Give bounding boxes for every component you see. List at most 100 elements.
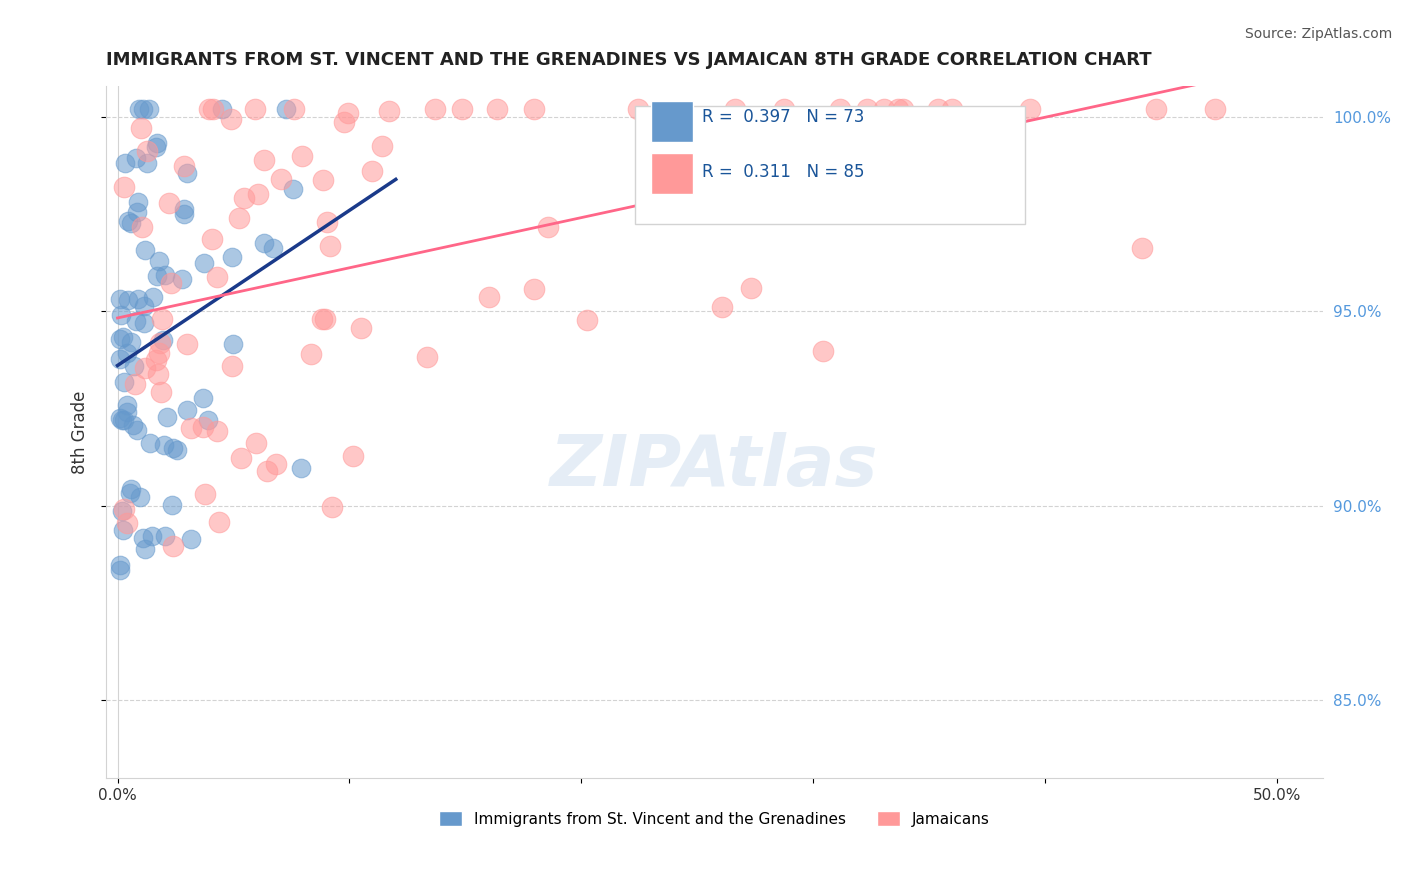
Point <box>710 300 733 314</box>
Point <box>117 405 139 419</box>
Point <box>523 102 546 116</box>
Point <box>229 450 252 465</box>
Point <box>855 102 877 116</box>
Point <box>108 411 131 425</box>
Point <box>342 449 364 463</box>
Point <box>132 102 155 116</box>
Point <box>485 102 508 116</box>
Point <box>134 542 156 557</box>
Point <box>274 102 297 116</box>
Point <box>138 436 160 450</box>
Legend: Immigrants from St. Vincent and the Grenadines, Jamaicans: Immigrants from St. Vincent and the Gren… <box>433 805 995 833</box>
Point <box>664 195 686 210</box>
Point <box>872 102 894 116</box>
Point <box>150 311 173 326</box>
Point <box>122 359 145 374</box>
Point <box>314 312 336 326</box>
Point <box>117 293 139 307</box>
Point <box>132 532 155 546</box>
Point <box>193 256 215 270</box>
Point <box>136 144 159 158</box>
Point <box>173 207 195 221</box>
Point <box>222 337 245 351</box>
Point <box>124 377 146 392</box>
Point <box>160 498 183 512</box>
Point <box>173 159 195 173</box>
Point <box>478 290 501 304</box>
Point <box>1018 102 1040 116</box>
Point <box>773 102 796 116</box>
Point <box>134 243 156 257</box>
Point <box>118 485 141 500</box>
Point <box>127 292 149 306</box>
Point <box>114 502 136 516</box>
Point <box>886 102 908 116</box>
Point <box>1130 241 1153 255</box>
Point <box>111 413 134 427</box>
Point <box>283 102 305 116</box>
Point <box>299 347 322 361</box>
Point <box>228 211 250 225</box>
Point <box>135 156 157 170</box>
Point <box>108 292 131 306</box>
Point <box>290 461 312 475</box>
Point <box>193 420 215 434</box>
Point <box>423 102 446 116</box>
Point <box>626 102 648 116</box>
Point <box>935 161 957 176</box>
Point <box>108 558 131 572</box>
Point <box>132 299 155 313</box>
Point <box>112 413 135 427</box>
Point <box>108 332 131 346</box>
Point <box>361 164 384 178</box>
Point <box>264 457 287 471</box>
Point <box>145 136 167 151</box>
Point <box>221 359 243 373</box>
Point <box>120 334 142 349</box>
Point <box>110 352 132 367</box>
Point <box>270 172 292 186</box>
Point <box>131 220 153 235</box>
Point <box>256 464 278 478</box>
Point <box>138 102 160 116</box>
Point <box>134 317 156 331</box>
Point <box>128 102 150 116</box>
Point <box>115 346 138 360</box>
Point <box>176 337 198 351</box>
Point <box>197 413 219 427</box>
Point <box>207 269 229 284</box>
Point <box>221 250 243 264</box>
Point <box>146 269 169 284</box>
Point <box>120 483 142 497</box>
Point <box>122 417 145 432</box>
Point <box>110 308 132 322</box>
Point <box>451 102 474 116</box>
Point <box>114 179 136 194</box>
Point <box>108 563 131 577</box>
Point <box>160 277 183 291</box>
Point <box>145 139 167 153</box>
Text: ZIPAtlas: ZIPAtlas <box>550 432 879 501</box>
Point <box>155 268 177 283</box>
Y-axis label: 8th Grade: 8th Grade <box>72 390 89 474</box>
Point <box>319 239 342 253</box>
Text: Source: ZipAtlas.com: Source: ZipAtlas.com <box>1244 27 1392 41</box>
Point <box>350 321 373 335</box>
Point <box>377 104 399 119</box>
Point <box>114 156 136 170</box>
Point <box>415 350 437 364</box>
Point <box>180 533 202 547</box>
Point <box>148 253 170 268</box>
Point <box>180 421 202 435</box>
Point <box>134 360 156 375</box>
Point <box>371 138 394 153</box>
Point <box>155 409 177 424</box>
Point <box>205 424 228 438</box>
Point <box>253 153 276 167</box>
Point <box>811 344 834 359</box>
Point <box>127 423 149 437</box>
Point <box>150 384 173 399</box>
Text: IMMIGRANTS FROM ST. VINCENT AND THE GRENADINES VS JAMAICAN 8TH GRADE CORRELATION: IMMIGRANTS FROM ST. VINCENT AND THE GREN… <box>105 51 1152 69</box>
Point <box>201 232 224 246</box>
Point <box>927 102 949 116</box>
